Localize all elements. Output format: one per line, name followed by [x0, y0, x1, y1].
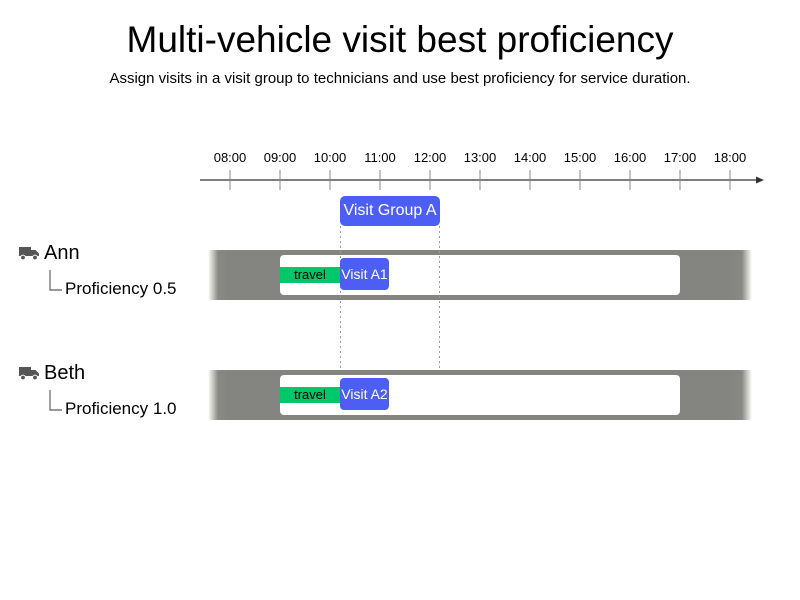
- truck-icon: [19, 247, 39, 261]
- tick-label: 10:00: [313, 150, 347, 165]
- vehicle-name-ann: Ann: [44, 242, 80, 264]
- tick-label: 11:00: [364, 150, 396, 165]
- proficiency-label-beth: Proficiency 1.0: [65, 399, 177, 418]
- diagram-title: Multi-vehicle visit best proficiency: [126, 19, 674, 60]
- group-guide-lines: [340, 226, 440, 370]
- visit-group-a[interactable]: Visit Group A: [340, 196, 440, 226]
- tick-label: 13:00: [463, 150, 497, 165]
- tick-label: 16:00: [613, 150, 647, 165]
- tick-label: 14:00: [513, 150, 547, 165]
- diagram-subtitle: Assign visits in a visit group to techni…: [109, 70, 691, 87]
- travel-segment-ann: travel: [280, 267, 340, 283]
- tick-label: 17:00: [663, 150, 697, 165]
- visit-a1[interactable]: Visit A1: [340, 258, 389, 290]
- tick-label: 12:00: [413, 150, 447, 165]
- tick-label: 15:00: [563, 150, 597, 165]
- tick-label: 08:00: [213, 150, 247, 165]
- tree-branch-icon: [49, 390, 62, 411]
- truck-icon: [19, 367, 39, 381]
- tick-label: 09:00: [263, 150, 297, 165]
- vehicle-name-beth: Beth: [44, 362, 86, 384]
- tick-label: 18:00: [713, 150, 747, 165]
- axis-ticks: [229, 170, 731, 190]
- visit-a2[interactable]: Visit A2: [340, 378, 389, 410]
- proficiency-label-ann: Proficiency 0.5: [65, 279, 177, 298]
- axis-arrow-icon: [756, 176, 764, 184]
- tree-branch-icon: [49, 270, 62, 291]
- travel-segment-beth: travel: [280, 387, 340, 403]
